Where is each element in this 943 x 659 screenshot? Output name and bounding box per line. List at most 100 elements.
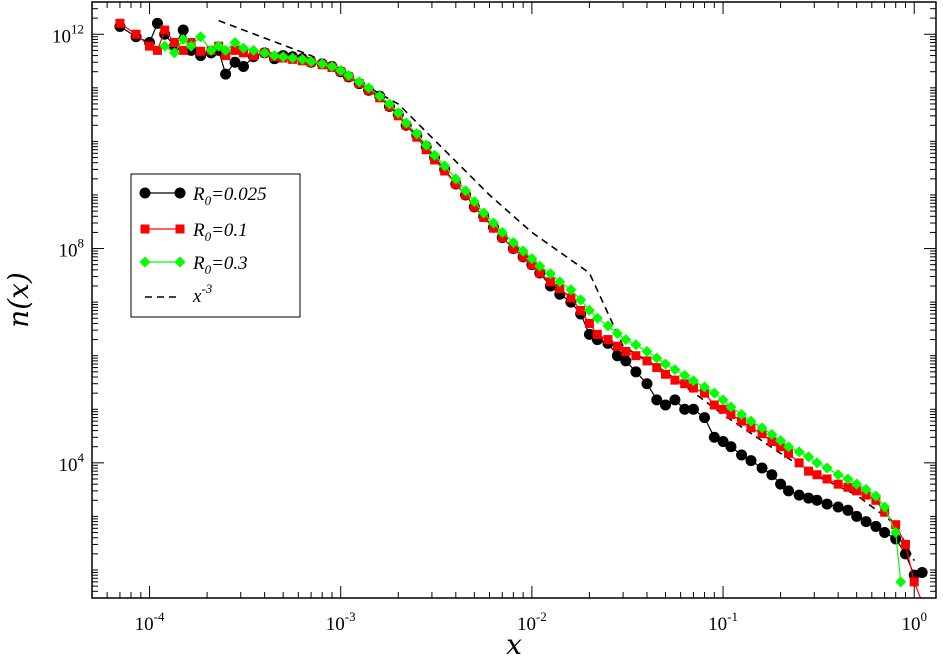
legend-label-sub: 0 [205, 262, 212, 277]
x-tick-label: 10-4 [135, 609, 165, 635]
series-r0-01-point [833, 479, 843, 489]
x-tick-exponent: -2 [536, 609, 547, 624]
y-tick-label: 104 [59, 450, 85, 476]
series-r0-03-point [766, 428, 778, 440]
series-r0-0025-point [641, 378, 653, 390]
series-r0-01-point [737, 416, 747, 426]
x-tick-label: 10-2 [517, 609, 547, 635]
series-r0-03-point [177, 33, 189, 45]
series-r0-01-point [861, 490, 871, 500]
legend-label: R0=0.025 [192, 184, 267, 208]
series-r0-03-point [213, 40, 225, 52]
series-r0-0025-point [832, 501, 844, 513]
series-r0-0025-point [793, 489, 805, 501]
series-r0-03-point [400, 117, 412, 129]
series-r0-03-point [343, 69, 355, 81]
x-tick-base: 10 [135, 614, 154, 635]
y-tick-label: 1012 [52, 21, 84, 47]
x-tick-label: 100 [901, 609, 927, 635]
series-r0-03-point [745, 415, 757, 427]
series-r0-0025-point [811, 494, 823, 506]
legend-marker [174, 256, 186, 268]
series-r0-03-point [507, 236, 519, 248]
series-r0-01-point [900, 539, 910, 549]
series-r0-03-point [575, 294, 587, 306]
series-r0-03 [159, 31, 907, 588]
series-r0-03-point [468, 196, 480, 208]
series-r0-0025-point [620, 355, 632, 367]
legend-label-base: R [192, 253, 205, 274]
series-r0-01-point [812, 470, 822, 480]
plot-frame [91, 1, 937, 599]
legend-marker [140, 224, 150, 234]
series-r0-01-point [670, 375, 680, 385]
series-r0-03-point [842, 473, 854, 485]
series-r0-01-point [508, 244, 518, 254]
series-r0-0025-point [756, 462, 768, 474]
series-r0-03-point [554, 276, 566, 288]
series-r0-0025-point [660, 399, 672, 411]
series-r0-01-point [843, 482, 853, 492]
series-r0-0025-point [783, 485, 795, 497]
legend-box [130, 173, 301, 318]
series-r0-03-point [803, 451, 815, 463]
series-r0-03-point [353, 76, 365, 88]
y-tick-exponent: 12 [71, 21, 84, 36]
series-r0-03-point [583, 304, 595, 316]
series-r0-0025-point [879, 527, 891, 539]
series-r0-01-point [746, 423, 756, 433]
series-r0-01-point [527, 260, 537, 270]
series-r0-01-point [131, 29, 141, 39]
series-r0-01-point [661, 369, 671, 379]
series-r0-03-point [374, 90, 386, 102]
x-tick-exponent: 0 [920, 609, 927, 624]
series-r0-03-point [725, 401, 737, 413]
series-r0-0025-point [699, 412, 711, 424]
series-r0-0025-point [736, 449, 748, 461]
series-r0-01-point [584, 318, 594, 328]
series-r0-03-point [602, 320, 614, 332]
series-r0-0025-point [687, 403, 699, 415]
x-tick-label: 10-1 [708, 609, 738, 635]
series-r0-01-point [566, 293, 576, 303]
series-r0-03-point [630, 339, 642, 351]
series-r0-03-point [736, 408, 748, 420]
legend-marker [139, 187, 151, 199]
series-r0-03-point [277, 51, 289, 63]
series-r0-01-point [230, 45, 240, 55]
series-r0-0025-point [679, 403, 691, 415]
series-r0-01-point [145, 41, 155, 51]
x-axis-label: x [506, 628, 522, 659]
series-r0-0025-point [870, 520, 882, 532]
series-r0-0025-point [708, 431, 720, 443]
x-tick-exponent: -1 [727, 609, 738, 624]
legend-marker [175, 224, 185, 234]
legend-reference-exponent: -3 [201, 281, 212, 296]
legend-label-rest: =0.025 [211, 184, 267, 205]
series-r0-03-point [335, 65, 347, 77]
series-r0-01-point [545, 277, 555, 287]
series-r0-03-point [168, 47, 180, 59]
legend-marker [174, 187, 186, 199]
series-r0-01-point [852, 486, 862, 496]
series-r0-03-point [591, 312, 603, 324]
series-r0-0025-point [842, 504, 854, 516]
series-r0-03-point [708, 387, 720, 399]
series-r0-01-point [776, 442, 786, 452]
series-r0-01-point [794, 458, 804, 468]
series-r0-03-point [870, 490, 882, 502]
legend-label: R0=0.3 [192, 253, 248, 277]
x-tick-base: 10 [517, 614, 536, 635]
series-r0-01-point [196, 46, 206, 56]
series-r0-03-point [660, 358, 672, 370]
legend-label-rest: =0.3 [211, 253, 248, 274]
x-tick-base: 10 [326, 614, 345, 635]
legend-marker [139, 256, 151, 268]
series-r0-01-point [576, 305, 586, 315]
y-tick-exponent: 4 [78, 450, 85, 465]
y-tick-label: 108 [59, 236, 85, 262]
series-r0-03-point [220, 44, 232, 56]
series-r0-03-point [775, 435, 787, 447]
